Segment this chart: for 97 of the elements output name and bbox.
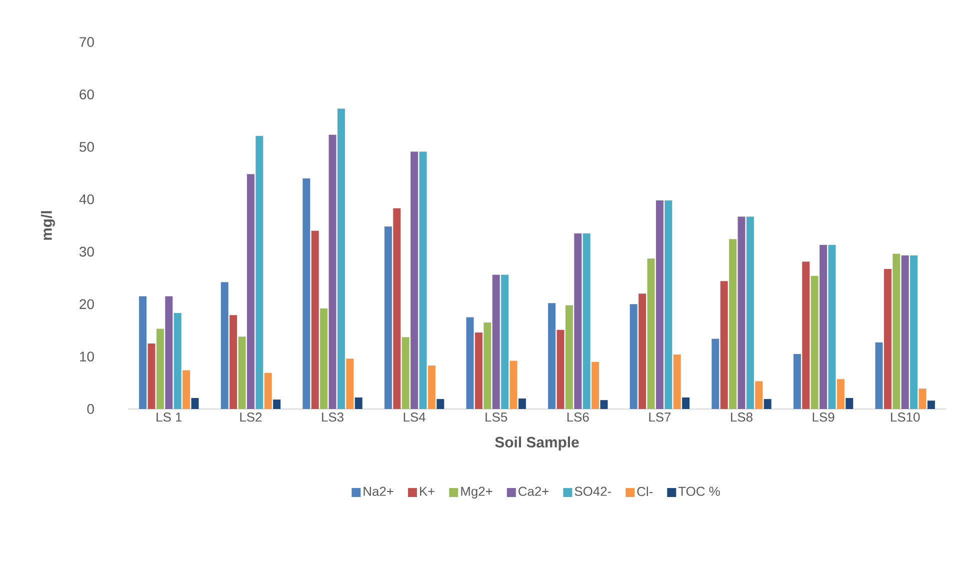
bar xyxy=(419,152,427,409)
legend-label: TOC % xyxy=(678,486,720,496)
bar xyxy=(346,358,354,409)
bar xyxy=(311,230,319,409)
bar xyxy=(664,200,672,409)
bar xyxy=(927,400,935,409)
legend-label: Na2+ xyxy=(364,486,394,496)
bar xyxy=(802,262,810,409)
bar xyxy=(630,304,638,409)
bar xyxy=(600,400,608,409)
bar xyxy=(518,398,526,409)
bar xyxy=(828,244,836,409)
bar xyxy=(139,296,147,409)
bar xyxy=(592,362,600,409)
bar xyxy=(875,342,883,409)
bar xyxy=(484,322,492,409)
y-tick-label: 70 xyxy=(80,37,94,47)
bar xyxy=(810,276,818,409)
x-tick-label: LS8 xyxy=(731,412,752,422)
legend-label: Ca2+ xyxy=(518,486,549,496)
bar xyxy=(191,398,199,409)
legend-label: SO42- xyxy=(574,486,612,496)
x-axis-title: Soil Sample xyxy=(495,436,579,450)
y-tick-label: 10 xyxy=(80,352,94,362)
x-tick-label: LS9 xyxy=(812,412,834,422)
bar xyxy=(238,336,246,409)
bar xyxy=(720,281,728,409)
x-tick-label: LS 1 xyxy=(156,412,182,422)
bar xyxy=(918,388,926,409)
bar xyxy=(820,244,828,409)
bar xyxy=(892,254,900,409)
bar xyxy=(273,400,281,409)
bar xyxy=(910,255,918,409)
y-tick-label: 40 xyxy=(79,194,94,204)
bar xyxy=(836,379,844,409)
bar xyxy=(574,233,582,409)
bar xyxy=(384,226,392,409)
bar xyxy=(156,328,164,409)
bar xyxy=(402,337,410,409)
bar xyxy=(501,274,509,409)
legend-label: Cl- xyxy=(637,486,653,496)
y-tick-label: 0 xyxy=(87,404,94,414)
bar xyxy=(328,134,336,409)
x-tick-label: LS6 xyxy=(567,412,589,422)
bar xyxy=(548,303,556,409)
x-tick-label: LS3 xyxy=(322,412,344,422)
bar xyxy=(436,399,444,409)
bar xyxy=(302,178,310,409)
bar xyxy=(556,330,564,409)
x-tick-label: LS7 xyxy=(649,412,671,422)
bar xyxy=(582,233,590,409)
bar xyxy=(337,108,345,409)
y-tick-label: 30 xyxy=(80,246,94,257)
bar xyxy=(884,269,892,409)
y-axis-title: mg/l xyxy=(40,211,55,240)
y-tick-label: 60 xyxy=(80,89,94,100)
bar xyxy=(793,354,801,409)
bar xyxy=(638,294,646,409)
bar xyxy=(510,360,518,409)
bar xyxy=(410,152,418,409)
bar xyxy=(492,274,500,409)
bar xyxy=(474,332,482,409)
bar xyxy=(901,255,909,409)
bar xyxy=(320,308,328,409)
bar xyxy=(647,258,655,409)
bar xyxy=(738,216,746,409)
x-tick-label: LS2 xyxy=(240,412,262,422)
bar xyxy=(246,174,254,409)
bar xyxy=(174,313,182,409)
bar xyxy=(565,305,573,409)
x-tick-label: LS4 xyxy=(404,412,426,422)
bar xyxy=(466,317,474,409)
legend-label: Mg2+ xyxy=(461,486,492,498)
bar xyxy=(673,354,681,409)
bar xyxy=(256,136,264,409)
bar xyxy=(148,343,156,409)
bar xyxy=(656,200,664,409)
bar xyxy=(746,216,754,409)
bar xyxy=(230,315,238,409)
bar xyxy=(712,338,720,409)
x-tick-label: LS5 xyxy=(486,412,508,422)
y-tick-label: 20 xyxy=(80,299,94,310)
legend-label: K+ xyxy=(420,486,435,496)
bar xyxy=(755,381,763,409)
bar xyxy=(846,398,854,409)
bar xyxy=(165,296,173,409)
y-tick-label: 50 xyxy=(80,142,94,152)
bar xyxy=(354,397,362,409)
bar xyxy=(428,365,436,409)
bar xyxy=(729,239,737,409)
x-tick-label: LS10 xyxy=(891,412,920,422)
bar xyxy=(182,370,190,409)
bar xyxy=(264,372,272,409)
bar xyxy=(393,208,401,409)
bar xyxy=(220,282,228,409)
bar xyxy=(764,399,772,409)
bar xyxy=(682,397,690,409)
